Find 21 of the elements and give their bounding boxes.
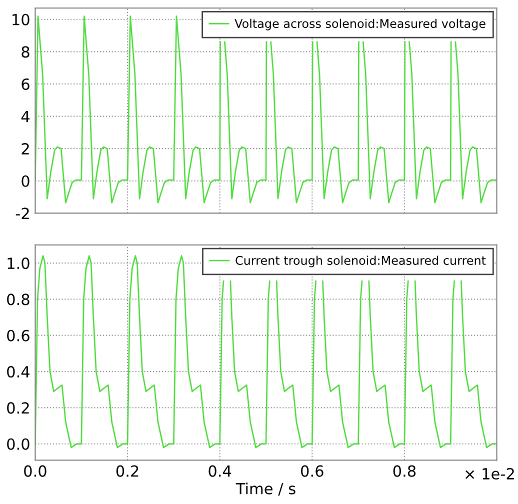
x-tick-label: 0.8 <box>393 465 416 477</box>
x-tick-label: 0.6 <box>301 465 324 477</box>
legend-label: Voltage across solenoid:Measured voltage <box>234 18 486 30</box>
y-tick-label: 6 <box>22 78 30 90</box>
y-tick-label: 0.6 <box>7 330 30 342</box>
y-tick-label: 0.0 <box>7 438 30 450</box>
text: × 1e-2 <box>465 468 514 480</box>
y-tick-label: 0.8 <box>7 294 30 306</box>
y-tick-label: 8 <box>22 46 30 58</box>
y-tick-label: 0.4 <box>7 366 30 378</box>
y-tick-label: 10 <box>12 14 30 26</box>
x-axis-title: Time / s <box>236 482 296 496</box>
legend-label: Current trough solenoid:Measured current <box>236 256 486 268</box>
y-tick-label: -2 <box>16 208 29 219</box>
y-tick-label: 4 <box>21 110 30 122</box>
y-tick-label: 0 <box>22 175 30 187</box>
x-tick-label: 0.4 <box>208 465 232 477</box>
y-tick-label: 0.2 <box>7 402 29 414</box>
y-tick-label: 1.0 <box>8 257 30 270</box>
x-tick-label: 0.2 <box>116 465 138 477</box>
y-tick-label: 2 <box>22 143 29 154</box>
